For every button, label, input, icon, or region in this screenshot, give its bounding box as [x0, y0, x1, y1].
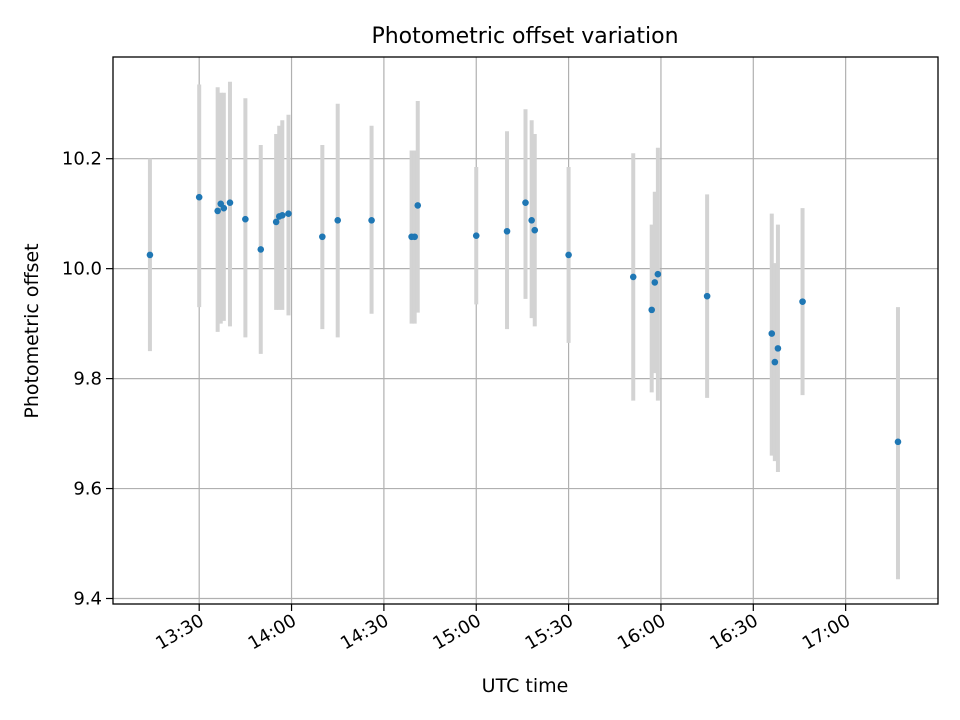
data-point: [629, 273, 637, 281]
data-point: [565, 251, 572, 259]
data-point: [522, 199, 529, 206]
data-point: [503, 227, 511, 235]
plot-frame: [112, 56, 939, 605]
data-point: [319, 233, 326, 241]
data-point: [894, 438, 902, 446]
data-point: [531, 226, 539, 234]
data-point: [214, 207, 221, 215]
data-point: [242, 215, 249, 223]
y-axis: 9.4 9.6 9.8 10.0 10.2: [62, 149, 113, 610]
x-axis-label: UTC time: [482, 675, 569, 697]
data-point: [279, 212, 286, 219]
y-tick-label: 9.6: [73, 479, 102, 500]
data-point: [272, 218, 280, 226]
data-point: [257, 246, 265, 253]
y-tick-label: 9.8: [73, 369, 102, 390]
data-point: [146, 251, 154, 259]
data-point: [285, 210, 292, 217]
data-point: [195, 193, 203, 201]
data-point: [411, 233, 418, 241]
data-point: [472, 232, 480, 239]
data-point: [368, 216, 375, 224]
chart-title: Photometric offset variation: [371, 24, 678, 49]
y-axis-label: Photometric offset: [21, 243, 43, 418]
data-point: [799, 298, 806, 305]
data-point: [414, 202, 422, 209]
data-point: [654, 270, 662, 278]
y-tick-label: 10.2: [62, 149, 102, 170]
data-point: [651, 279, 659, 286]
data-point: [768, 330, 776, 337]
data-point: [528, 216, 535, 224]
data-point: [334, 216, 342, 224]
data-point: [226, 199, 234, 206]
data-point: [771, 358, 779, 366]
data-point: [220, 204, 228, 212]
data-point: [648, 306, 656, 314]
data-point: [774, 345, 782, 352]
data-point: [703, 292, 711, 300]
y-tick-label: 10.0: [62, 259, 102, 280]
data-points: [146, 193, 902, 446]
y-tick-label: 9.4: [73, 589, 102, 610]
